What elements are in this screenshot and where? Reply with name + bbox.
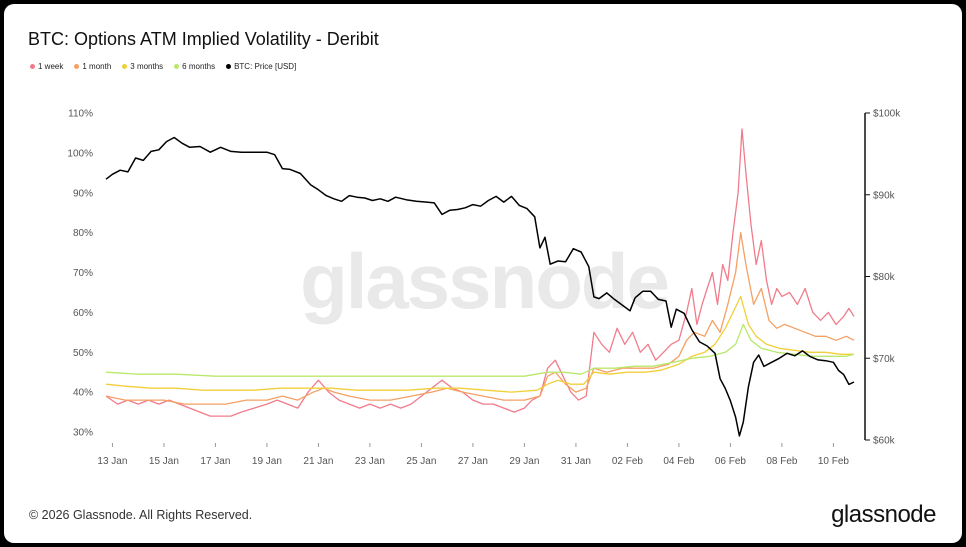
- series-line-1-week: [105, 128, 855, 417]
- legend-item[interactable]: BTC: Price [USD]: [226, 62, 296, 71]
- x-tick-label: 23 Jan: [355, 456, 385, 467]
- x-tick-label: 13 Jan: [97, 456, 127, 467]
- y-left-tick-label: 90%: [73, 188, 93, 199]
- x-tick-label: 15 Jan: [149, 456, 179, 467]
- x-tick-label: 08 Feb: [766, 456, 798, 467]
- chart-card: BTC: Options ATM Implied Volatility - De…: [4, 4, 962, 543]
- legend-dot-icon: [30, 64, 35, 69]
- x-tick-label: 31 Jan: [561, 456, 591, 467]
- x-tick-label: 06 Feb: [715, 456, 747, 467]
- legend-dot-icon: [226, 64, 232, 69]
- x-tick-label: 25 Jan: [406, 456, 436, 467]
- legend-label: 3 months: [130, 62, 164, 71]
- brand-logo: glassnode: [831, 501, 936, 528]
- legend-item[interactable]: 6 months: [174, 62, 215, 71]
- series-line-6-months: [105, 323, 855, 377]
- series-line-btc-price-usd: [105, 136, 855, 437]
- legend-item[interactable]: 3 months: [122, 62, 163, 71]
- x-tick-label: 10 Feb: [818, 456, 850, 467]
- x-tick-label: 27 Jan: [458, 456, 488, 467]
- y-axis-left: 110% 100% 90% 80% 70% 60% 50% 40% 30%: [67, 109, 93, 439]
- legend-label: 6 months: [182, 62, 216, 71]
- legend-item[interactable]: 1 month: [74, 62, 111, 71]
- legend-label: 1 week: [38, 62, 64, 71]
- series-lines: [105, 128, 855, 437]
- legend-dot-icon: [174, 64, 180, 69]
- legend-label: BTC: Price [USD]: [234, 62, 297, 71]
- y-left-tick-label: 70%: [73, 268, 93, 279]
- y-left-tick-label: 60%: [73, 308, 93, 319]
- x-tick-label: 04 Feb: [663, 456, 695, 467]
- y-right-tick-label: $90k: [873, 190, 896, 201]
- y-right-tick-label: $60k: [873, 436, 896, 447]
- series-line-3-months: [105, 295, 854, 393]
- legend-dot-icon: [122, 64, 128, 69]
- watermark-text: glassnode: [300, 237, 668, 325]
- series-line-1-month: [105, 231, 855, 405]
- y-left-tick-label: 110%: [68, 109, 93, 120]
- y-right-tick-label: $70k: [873, 354, 896, 365]
- y-right-tick-label: $80k: [873, 272, 896, 283]
- y-left-tick-label: 80%: [73, 228, 93, 239]
- y-right-tick-label: $100k: [873, 109, 901, 120]
- x-tick-label: 17 Jan: [200, 456, 230, 467]
- x-axis: 13 Jan 15 Jan 17 Jan 19 Jan 21 Jan 23 Jan 25 J…: [97, 443, 849, 467]
- copyright-text: © 2026 Glassnode. All Rights Reserved.: [29, 508, 253, 522]
- legend-item[interactable]: 1 week: [30, 62, 63, 71]
- legend-label: 1 month: [82, 62, 112, 71]
- y-left-tick-label: 100%: [67, 148, 93, 159]
- chart-plot: glassnode 110%100%90%80%70%60%50%40%30% …: [67, 109, 901, 468]
- y-left-tick-label: 40%: [73, 388, 93, 399]
- y-left-tick-label: 50%: [73, 348, 93, 359]
- chart-title: BTC: Options ATM Implied Volatility - De…: [28, 29, 379, 49]
- chart-legend: 1 week 1 month 3 months 6 months BTC: Price …: [30, 62, 296, 71]
- x-tick-label: 21 Jan: [303, 456, 333, 467]
- legend-dot-icon: [74, 64, 80, 69]
- x-tick-label: 29 Jan: [509, 456, 539, 467]
- x-tick-label: 19 Jan: [252, 456, 282, 467]
- y-axis-right: $100k $90k $80k $70k $60k: [864, 109, 901, 447]
- x-tick-label: 02 Feb: [612, 456, 644, 467]
- y-left-tick-label: 30%: [73, 428, 93, 439]
